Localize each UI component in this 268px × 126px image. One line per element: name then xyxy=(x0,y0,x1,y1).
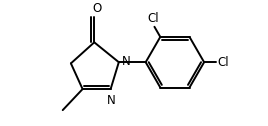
Text: N: N xyxy=(122,55,130,68)
Text: Cl: Cl xyxy=(218,56,229,69)
Text: N: N xyxy=(107,94,116,107)
Text: Cl: Cl xyxy=(147,12,159,25)
Text: O: O xyxy=(92,2,101,15)
